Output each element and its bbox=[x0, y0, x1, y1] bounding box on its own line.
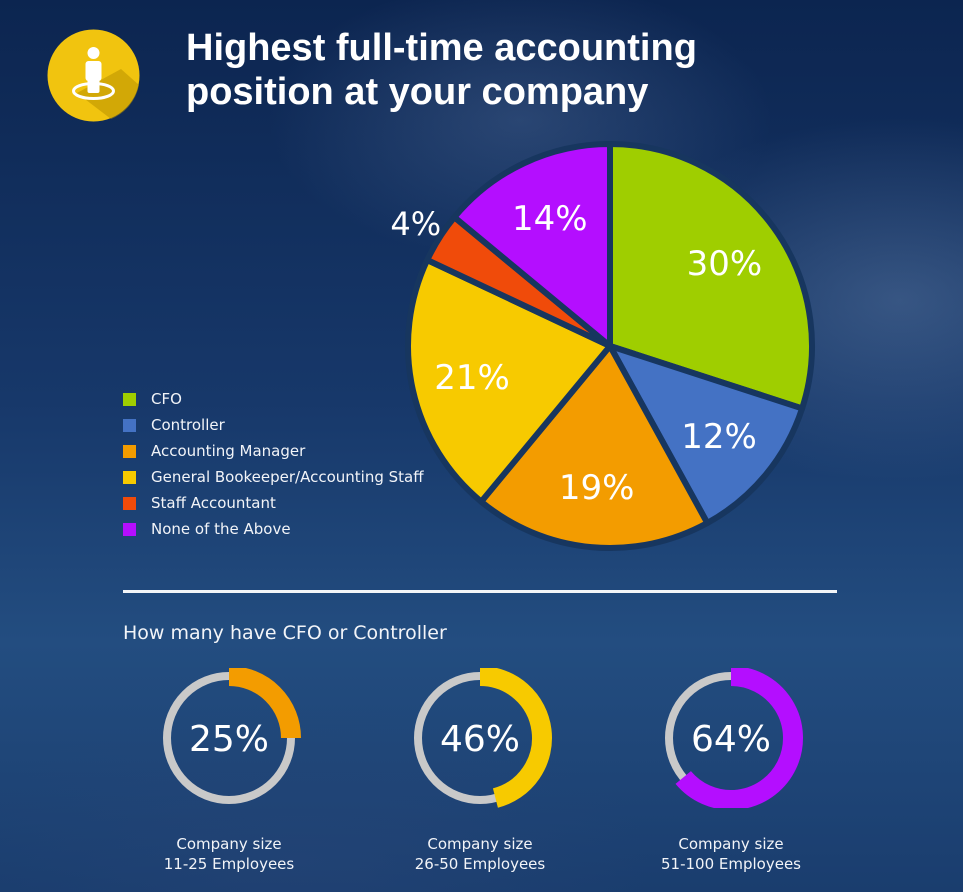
donut-value-label: 64% bbox=[691, 719, 771, 760]
donut-caption-line-1: Company size bbox=[678, 835, 784, 853]
legend-label: Accounting Manager bbox=[151, 442, 306, 460]
legend-swatch bbox=[123, 470, 136, 484]
donut-chart-2: 46% Company size 26-50 Employees bbox=[400, 668, 560, 874]
legend-item-accounting-manager: Accounting Manager bbox=[123, 438, 424, 464]
position-pie-chart: 30% 12% 19% 21% 4% 14% bbox=[390, 141, 815, 551]
title-line-2: position at your company bbox=[186, 71, 649, 113]
pie-slice-accounting-manager bbox=[478, 343, 711, 551]
donut-value-arc bbox=[675, 668, 803, 808]
pie-slice-cfo bbox=[607, 141, 815, 412]
logo-person-icon bbox=[47, 29, 140, 122]
legend-item-staff-accountant: Staff Accountant bbox=[123, 490, 424, 516]
donut-ring: 46% bbox=[414, 668, 552, 808]
legend-label: Staff Accountant bbox=[151, 494, 276, 512]
donut-value-label: 25% bbox=[189, 719, 269, 760]
legend-label: Controller bbox=[151, 416, 225, 434]
donut-value-arc bbox=[479, 668, 552, 808]
pie-slice-general-bookeeper-accounting-staff-label: 21% bbox=[434, 358, 510, 398]
donut-value-label: 46% bbox=[440, 719, 520, 760]
legend-item-none-of-the-above: None of the Above bbox=[123, 516, 424, 542]
donut-caption-line-2: 11-25 Employees bbox=[163, 855, 295, 873]
title-line-1: Highest full-time accounting bbox=[186, 27, 697, 69]
pie-legend: CFO Controller Accounting Manager General B… bbox=[123, 386, 424, 542]
section-divider bbox=[123, 590, 837, 593]
donut-caption-line-2: 26-50 Employees bbox=[414, 855, 546, 873]
donut-caption-line-2: 51-100 Employees bbox=[660, 855, 801, 873]
legend-swatch bbox=[123, 522, 136, 536]
legend-label: General Bookeeper/Accounting Staff bbox=[151, 468, 424, 486]
legend-label: None of the Above bbox=[151, 520, 291, 538]
legend-item-general-bookeeper-accounting-staff: General Bookeeper/Accounting Staff bbox=[123, 464, 424, 490]
page-title: Highest full-time accounting position at… bbox=[186, 26, 826, 114]
pie-slice-general-bookeeper-accounting-staff bbox=[405, 256, 613, 505]
legend-label: CFO bbox=[151, 390, 182, 408]
pie-slice-none-of-the-above bbox=[451, 141, 613, 349]
donut-section-title: How many have CFO or Controller bbox=[123, 622, 447, 644]
pie-slice-controller bbox=[607, 343, 806, 527]
legend-swatch bbox=[123, 496, 136, 510]
legend-swatch bbox=[123, 392, 136, 406]
donut-ring: 64% bbox=[665, 668, 803, 808]
donut-chart-3: 64% Company size 51-100 Employees bbox=[651, 668, 811, 874]
donut-caption-line-1: Company size bbox=[427, 835, 533, 853]
legend-swatch bbox=[123, 444, 136, 458]
donut-value-arc bbox=[228, 668, 301, 739]
donut-caption-line-1: Company size bbox=[176, 835, 282, 853]
pie-slice-none-of-the-above-label: 14% bbox=[512, 199, 588, 239]
pie-slice-cfo-label: 30% bbox=[687, 244, 763, 284]
pie-slice-accounting-manager-label: 19% bbox=[559, 468, 635, 508]
donut-chart-1: 25% Company size 11-25 Employees bbox=[149, 668, 309, 874]
legend-swatch bbox=[123, 418, 136, 432]
legend-item-controller: Controller bbox=[123, 412, 424, 438]
pie-slice-controller-label: 12% bbox=[681, 417, 757, 457]
donut-ring: 25% bbox=[163, 668, 301, 804]
pie-slice-staff-accountant-label: 4% bbox=[390, 205, 441, 243]
legend-item-cfo: CFO bbox=[123, 386, 424, 412]
